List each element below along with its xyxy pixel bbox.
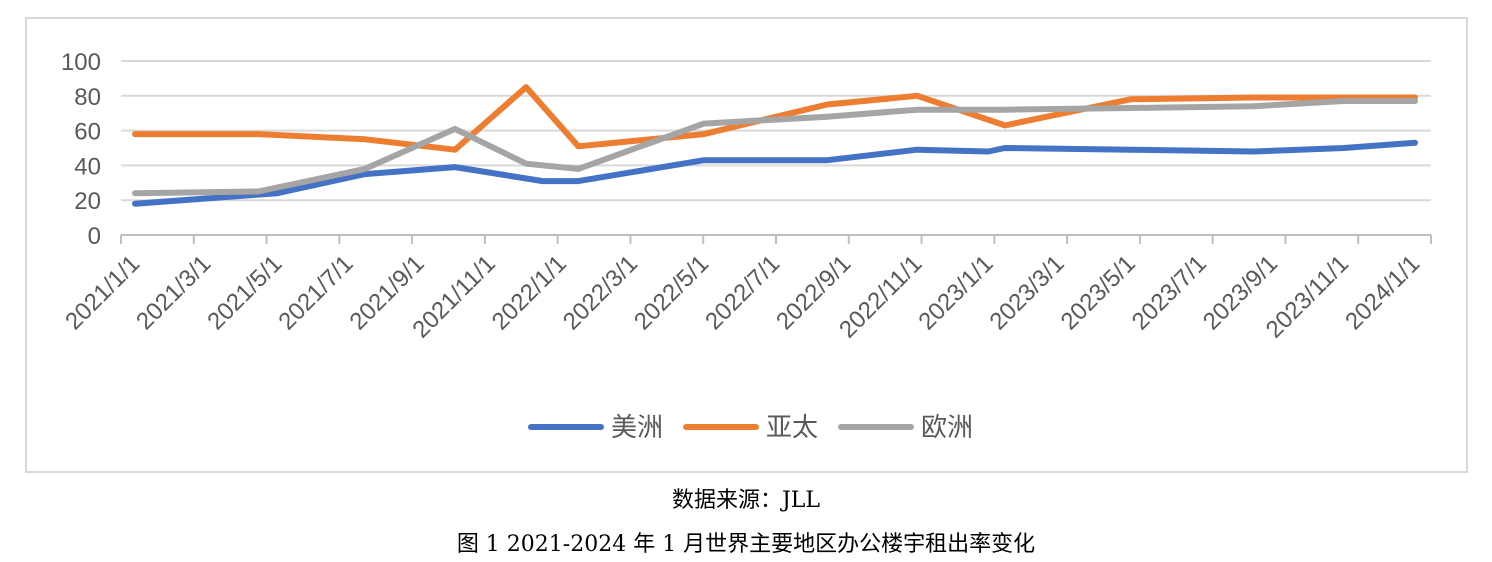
x-axis-tick-labels: 2021/1/12021/3/12021/5/12021/7/12021/9/1… [60,250,1425,343]
x-tick-label: 2023/5/1 [1056,250,1141,335]
legend-label-3: 欧洲 [921,413,973,443]
y-tick-label: 0 [88,223,101,250]
x-tick-label: 2023/3/1 [985,250,1070,335]
x-tick-label: 2021/3/1 [131,250,216,335]
legend-label-2: 亚太 [766,413,818,443]
series-line-3 [132,98,1418,197]
x-tick-label: 2023/1/1 [913,250,998,335]
x-tick-label: 2022/1/1 [487,250,572,335]
x-tick-label: 2021/5/1 [202,250,287,335]
legend: 美洲 亚太 欧洲 [528,413,973,443]
y-tick-label: 100 [61,49,101,76]
y-tick-label: 80 [74,84,101,111]
legend-label-1: 美洲 [611,413,663,443]
x-tick-label: 2024/1/1 [1340,250,1425,335]
y-tick-label: 60 [74,119,101,146]
x-tick-label: 2022/7/1 [700,250,785,335]
data-source-note: 数据来源：JLL [671,488,821,513]
series-lines [132,84,1418,207]
y-tick-label: 40 [74,153,101,180]
x-tick-label: 2021/1/1 [60,250,145,335]
series-line-2 [132,84,1418,153]
x-axis [120,234,1432,244]
x-tick-label: 2022/3/1 [558,250,643,335]
figure-caption: 图 1 2021-2024 年 1 月世界主要地区办公楼宇租出率变化 [456,532,1036,557]
y-tick-label: 20 [74,188,101,215]
chart-frame: 0 20 40 60 80 100 2021/1/1 2021/3/1 2021/5/1 202… [25,17,1468,473]
series-line-1 [132,139,1418,207]
x-tick-label: 2021/7/1 [273,250,358,335]
x-tick-label: 2023/7/1 [1127,250,1212,335]
y-axis-tick-labels: 0 20 40 60 80 100 [61,49,101,250]
x-tick-label: 2022/5/1 [629,250,714,335]
